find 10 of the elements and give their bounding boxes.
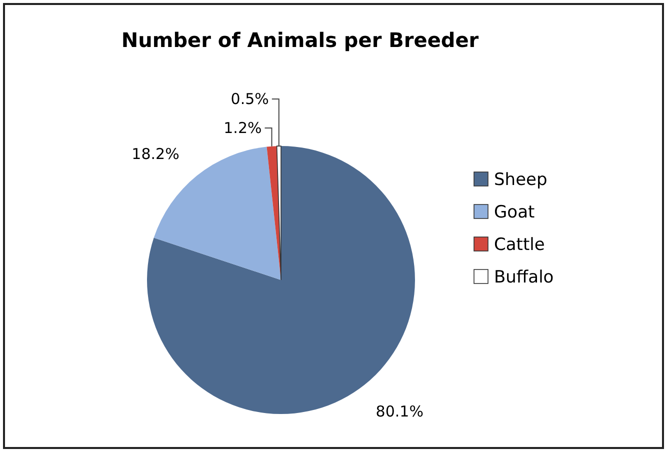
legend-label: Buffalo <box>494 268 554 288</box>
chart-title: Number of Animals per Breeder <box>121 28 479 52</box>
legend-label: Goat <box>494 202 535 222</box>
data-label: 1.2% <box>224 119 262 137</box>
data-label: 18.2% <box>132 144 180 163</box>
legend-label: Sheep <box>494 170 548 190</box>
data-label: 0.5% <box>230 90 269 108</box>
pie-slice <box>276 146 282 280</box>
legend-label: Cattle <box>494 235 545 255</box>
data-label: 80.1% <box>376 402 424 420</box>
